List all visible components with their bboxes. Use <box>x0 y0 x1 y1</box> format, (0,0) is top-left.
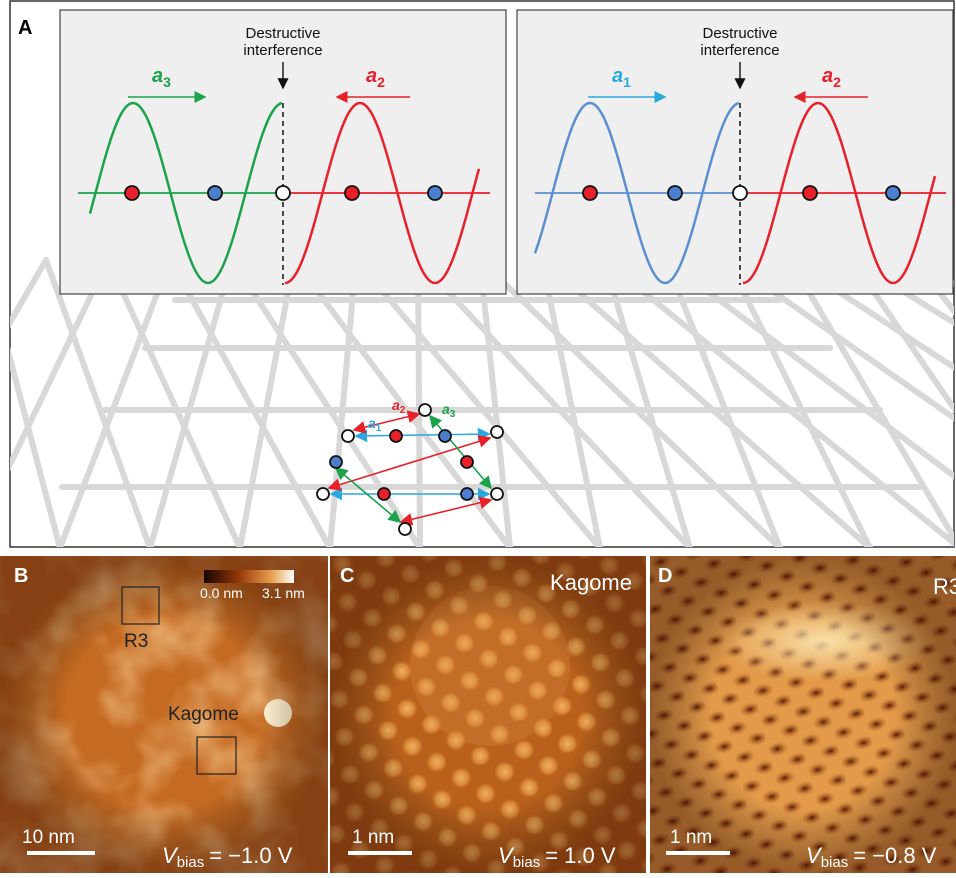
symbol: a <box>368 415 376 431</box>
subscript: 3 <box>163 74 171 90</box>
symbol: a <box>612 65 623 87</box>
panel-title: R3 <box>933 574 956 599</box>
site <box>208 186 222 200</box>
subscript: 1 <box>376 423 382 434</box>
scale-bar <box>666 851 730 855</box>
site <box>330 456 342 468</box>
subscript: 3 <box>450 409 456 420</box>
panel-d-image <box>650 556 956 873</box>
site <box>886 186 900 200</box>
site <box>668 186 682 200</box>
site <box>276 186 290 200</box>
panel-label: A <box>18 17 32 39</box>
site <box>399 523 411 535</box>
symbol: a <box>442 401 450 417</box>
scale-bar <box>348 851 412 855</box>
subscript: 1 <box>623 74 631 90</box>
region-label: R3 <box>124 631 148 652</box>
symbol: a <box>392 397 400 413</box>
subscript: 2 <box>833 74 841 90</box>
site <box>461 456 473 468</box>
subscript: bias <box>821 854 849 871</box>
site <box>345 186 359 200</box>
colorbar-label: 0.0 nm <box>200 585 243 601</box>
site <box>419 404 431 416</box>
site <box>125 186 139 200</box>
figure: A Destructive interference Destructive i… <box>0 0 956 873</box>
annotation: Destructive <box>245 25 320 42</box>
annotation: interference <box>243 42 322 59</box>
symbol: a <box>366 65 377 87</box>
symbol: a <box>152 65 163 87</box>
annotation: interference <box>700 42 779 59</box>
panel-b-image <box>0 556 328 873</box>
symbol: a <box>822 65 833 87</box>
panel-c-image <box>330 556 646 873</box>
lattice-bar <box>418 260 420 548</box>
annotation: Destructive <box>702 25 777 42</box>
site <box>583 186 597 200</box>
subscript: bias <box>177 854 205 871</box>
scale-bar <box>27 851 95 855</box>
region-label: Kagome <box>168 704 239 725</box>
panel-label: D <box>658 565 672 587</box>
value: = 1.0 V <box>545 843 616 868</box>
subscript: 2 <box>377 74 385 90</box>
site <box>378 488 390 500</box>
site <box>803 186 817 200</box>
site <box>428 186 442 200</box>
panel-title: Kagome <box>550 570 632 595</box>
scale-bar-label: 1 nm <box>352 827 394 848</box>
site <box>439 430 451 442</box>
site <box>390 430 402 442</box>
subscript: 2 <box>400 405 406 416</box>
colorbar-label: 3.1 nm <box>262 585 305 601</box>
value: = −1.0 V <box>209 843 293 868</box>
site <box>491 426 503 438</box>
colorbar <box>204 570 294 583</box>
site <box>461 488 473 500</box>
subscript: bias <box>513 854 541 871</box>
site <box>317 488 329 500</box>
panel-label: C <box>340 565 354 587</box>
value: = −0.8 V <box>853 843 937 868</box>
scale-bar-label: 1 nm <box>670 827 712 848</box>
scale-bar-label: 10 nm <box>22 827 75 848</box>
site <box>491 488 503 500</box>
site <box>733 186 747 200</box>
panel-label: B <box>14 565 28 587</box>
site <box>342 430 354 442</box>
